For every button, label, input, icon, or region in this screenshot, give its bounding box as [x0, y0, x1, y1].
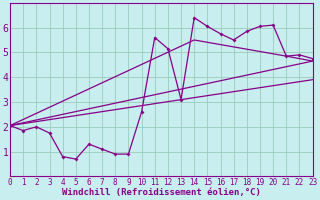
X-axis label: Windchill (Refroidissement éolien,°C): Windchill (Refroidissement éolien,°C)	[62, 188, 261, 197]
